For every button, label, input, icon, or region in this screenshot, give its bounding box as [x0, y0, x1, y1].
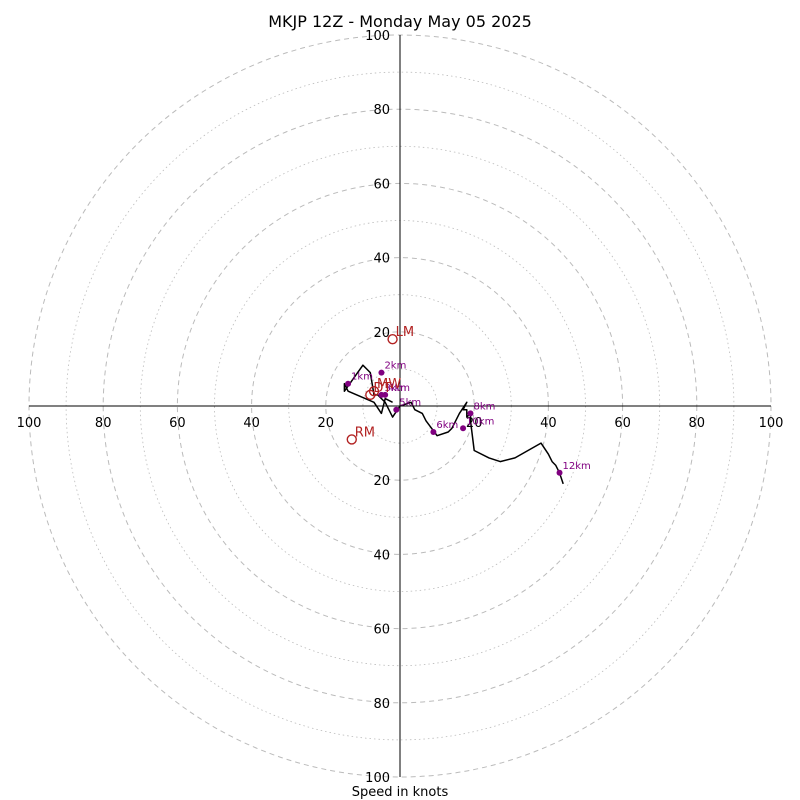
storm-motion-rm	[346, 434, 357, 445]
height-label-6km: 6km	[436, 420, 458, 431]
y-tick-label: 80	[373, 103, 390, 118]
height-label-4km: 4km	[388, 383, 410, 394]
y-tick-label: 40	[373, 548, 390, 563]
storm-motion-label-rm: RM	[355, 425, 375, 440]
x-tick-label: 80	[689, 416, 706, 431]
height-label-2km: 2km	[384, 361, 406, 372]
y-tick-label: 60	[373, 177, 390, 192]
height-marker-12km	[556, 469, 563, 476]
tick-labels: 100 80 60 40 20 20 40 60 80 100100806040202040608…	[17, 29, 784, 786]
height-marker-6km	[430, 428, 437, 435]
y-tick-label: 20	[373, 326, 390, 341]
y-tick-label: 100	[365, 29, 390, 44]
x-tick-label: 60	[614, 416, 631, 431]
y-tick-label: 20	[373, 474, 390, 489]
y-tick-label: 40	[373, 252, 390, 267]
y-tick-label: 80	[373, 697, 390, 712]
x-tick-label: 40	[540, 416, 557, 431]
height-marker-1km	[345, 380, 352, 387]
x-tick-label: 40	[243, 416, 260, 431]
height-marker-4km	[382, 391, 389, 398]
storm-motion-lm	[387, 334, 398, 345]
x-tick-label: 100	[759, 416, 784, 431]
x-tick-label: 100	[17, 416, 42, 431]
storm-motion-mw	[368, 385, 380, 397]
y-tick-label: 60	[373, 623, 390, 638]
height-marker-2km	[378, 369, 385, 376]
height-label-12km: 12km	[563, 461, 591, 472]
height-label-5km: 5km	[399, 398, 421, 409]
storm-motion-dt	[365, 389, 376, 401]
storm-motion-label-mw: MW	[377, 377, 401, 392]
height-marker-10km	[460, 425, 467, 432]
y-tick-label: 100	[365, 771, 390, 786]
height-label-1km: 1km	[351, 372, 373, 383]
height-marker-8km	[467, 410, 474, 417]
height-marker-5km	[393, 406, 400, 413]
chart-title: MKJP 12Z - Monday May 05 2025	[268, 12, 532, 31]
x-tick-label: 20	[318, 416, 335, 431]
storm-motion-label-lm: LM	[396, 325, 414, 340]
storm-motion-label-dt: DT	[373, 381, 391, 396]
x-tick-label: 80	[95, 416, 112, 431]
height-label-8km: 8km	[473, 401, 495, 412]
height-label-10km: 10km	[466, 416, 494, 427]
x-tick-label: 60	[169, 416, 186, 431]
x-axis-label: Speed in knots	[352, 785, 449, 800]
height-label-3km: 3km	[384, 383, 406, 394]
